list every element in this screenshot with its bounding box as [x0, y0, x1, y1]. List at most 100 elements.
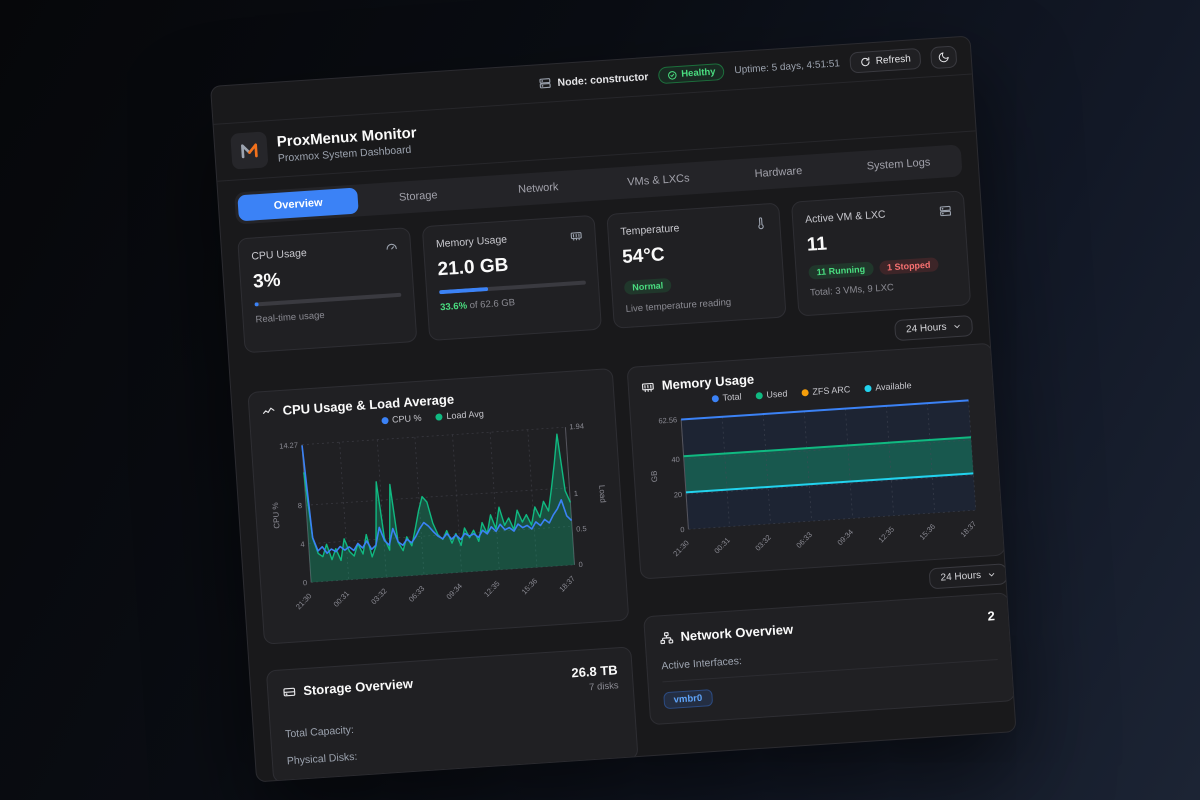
used-legend-dot [755, 391, 763, 400]
uptime-text: Uptime: 5 days, 4:51:51 [734, 58, 841, 77]
svg-text:0.5: 0.5 [576, 524, 587, 534]
cpu-load-chart-card: CPU Usage & Load Average CPU % Load Avg … [247, 367, 630, 645]
svg-text:06:33: 06:33 [407, 584, 427, 604]
active-vm-card: Active VM & LXC 11 11 Running 1 Stopped … [790, 190, 972, 317]
svg-text:40: 40 [671, 455, 680, 465]
temperature-label: Temperature [620, 222, 680, 239]
svg-text:21:30: 21:30 [671, 538, 691, 558]
storage-row-total-capacity: Total Capacity: [284, 723, 355, 741]
refresh-button[interactable]: Refresh [849, 47, 922, 74]
health-badge: Healthy [657, 62, 726, 85]
chevron-down-icon [954, 324, 960, 329]
svg-text:18:37: 18:37 [959, 519, 979, 539]
storage-disk-count: 7 disks [588, 680, 620, 694]
tab-hardware[interactable]: Hardware [754, 164, 803, 181]
storage-overview-card: Storage Overview 26.8 TB 7 disks Total C… [265, 646, 639, 783]
memory-usage-card: Memory Usage 21.0 GB 33.6% of 62.6 GB [421, 214, 603, 342]
memory-progress-fill [439, 286, 489, 295]
network-overview-card: Network Overview 2 Active Interfaces: vm… [643, 592, 1016, 726]
svg-text:62.56: 62.56 [658, 415, 677, 425]
tab-system-logs[interactable]: System Logs [866, 156, 931, 173]
memory-chart-icon [641, 382, 654, 392]
tab-storage[interactable]: Storage [398, 189, 438, 204]
cpu-usage-caption: Real-time usage [255, 309, 325, 326]
active-vm-caption: Total: 3 VMs, 9 LXC [809, 282, 895, 299]
memory-usage-value: 21.0 GB [436, 254, 509, 281]
cpu-load-chart: 21:30 00:31 03:32 06:33 09:34 12:35 15:36 18:37… [271, 421, 608, 611]
proxmenux-logo [230, 131, 269, 170]
storage-total-value: 26.8 TB [570, 662, 619, 681]
network-title: Network Overview [680, 621, 794, 645]
memory-usage-caption: 33.6% of 62.6 GB [439, 297, 516, 314]
memory-chart: 21:30 00:31 03:32 06:33 09:34 12:35 15:36 18:37… [649, 399, 979, 558]
dashboard-window: Node: constructor Healthy Uptime: 5 days… [210, 35, 1017, 783]
server-stack-icon [939, 205, 952, 217]
svg-text:14.27: 14.27 [279, 440, 298, 450]
cpu-usage-value: 3% [252, 269, 282, 293]
interface-badge: vmbr0 [663, 689, 713, 710]
svg-text:4: 4 [300, 540, 305, 549]
svg-text:09:34: 09:34 [444, 581, 464, 601]
svg-text:0: 0 [680, 525, 685, 534]
network-interface-count: 2 [987, 608, 996, 624]
svg-text:09:34: 09:34 [835, 527, 855, 547]
svg-text:03:32: 03:32 [753, 533, 773, 553]
cpu-progress-fill [254, 302, 260, 307]
temperature-status-badge: Normal [623, 277, 672, 295]
svg-text:Load: Load [597, 485, 607, 503]
active-vm-value: 11 [806, 233, 828, 256]
svg-text:03:32: 03:32 [369, 586, 389, 606]
memory-chart-title: Memory Usage [661, 371, 755, 393]
load-legend-dot [435, 412, 443, 421]
tab-vms-lxcs[interactable]: VMs & LXCs [626, 172, 690, 189]
memory-progress-track [439, 280, 586, 295]
temperature-card: Temperature 54°C Normal Live temperature… [606, 202, 787, 329]
stat-cards-row: CPU Usage 3% Real-time usage Memory Usag… [237, 190, 972, 354]
time-range-select[interactable]: 24 Hours [894, 315, 974, 342]
gauge-icon [386, 243, 397, 250]
memory-usage-label: Memory Usage [435, 233, 508, 251]
svg-text:1: 1 [574, 489, 579, 498]
cpu-usage-card: CPU Usage 3% Real-time usage [237, 227, 418, 354]
svg-text:21:30: 21:30 [294, 591, 314, 611]
svg-text:12:35: 12:35 [877, 525, 897, 545]
svg-text:0: 0 [303, 578, 308, 587]
storage-row-physical-disks: Physical Disks: [286, 750, 358, 768]
cpu-progress-track [254, 292, 402, 307]
vm-stopped-badge: 1 Stopped [878, 257, 939, 276]
refresh-icon [861, 57, 870, 67]
svg-text:06:33: 06:33 [794, 530, 814, 550]
svg-text:15:36: 15:36 [520, 576, 540, 596]
memory-chart-card: Memory Usage Total Used ZFS ARC Availabl… [626, 342, 1006, 580]
vm-running-badge: 11 Running [808, 261, 874, 280]
svg-text:00:31: 00:31 [712, 536, 732, 556]
svg-text:12:35: 12:35 [482, 579, 502, 599]
available-legend-dot [864, 384, 872, 392]
svg-text:CPU %: CPU % [271, 502, 282, 529]
temperature-caption: Live temperature reading [625, 296, 732, 315]
network-icon [660, 631, 674, 644]
svg-text:15:36: 15:36 [918, 522, 938, 542]
zfs-arc-legend-dot [801, 388, 809, 396]
tab-overview[interactable]: Overview [237, 187, 360, 222]
moon-icon [938, 51, 949, 62]
theme-toggle-button[interactable] [929, 44, 958, 69]
svg-text:20: 20 [673, 490, 682, 500]
check-circle-icon [668, 70, 677, 80]
thermometer-icon [758, 217, 764, 230]
cpu-legend-dot [380, 416, 389, 424]
app-header: ProxMenux Monitor Proxmox System Dashboa… [213, 74, 976, 182]
temperature-value: 54°C [621, 244, 666, 269]
memory-icon [570, 232, 582, 241]
tab-network[interactable]: Network [517, 181, 559, 196]
cpu-usage-label: CPU Usage [251, 246, 308, 263]
chevron-down-icon [988, 573, 995, 577]
top-bar: Node: constructor Healthy Uptime: 5 days… [211, 36, 972, 125]
network-time-range-select[interactable]: 24 Hours [928, 563, 1008, 590]
svg-text:8: 8 [298, 501, 303, 510]
total-legend-dot [711, 394, 719, 402]
active-vm-label: Active VM & LXC [804, 208, 886, 226]
storage-title: Storage Overview [302, 675, 414, 699]
svg-text:GB: GB [649, 470, 659, 482]
activity-icon [262, 407, 275, 414]
